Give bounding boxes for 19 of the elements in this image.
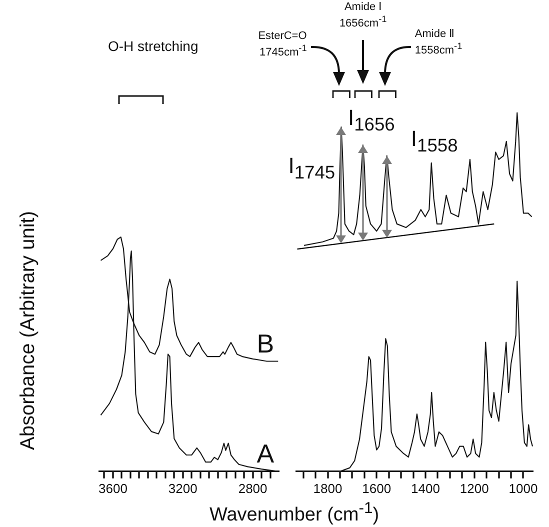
x-tick-label: 3600 bbox=[98, 480, 128, 496]
x-tick-label: 1000 bbox=[508, 480, 538, 496]
x-tick-label: 3200 bbox=[168, 480, 198, 496]
series-label: A bbox=[256, 438, 275, 469]
x-tick-label: 2800 bbox=[238, 480, 268, 496]
y-axis-title: Absorbance (Arbitrary unit) bbox=[16, 210, 40, 450]
annotation: I$_{1745}$ bbox=[288, 153, 336, 183]
text: EsterC=O 1745cm$^{-1}$ bbox=[258, 30, 307, 59]
annotation: I$_{1558}$ bbox=[410, 126, 458, 156]
x-tick-label: 1200 bbox=[460, 480, 489, 496]
annotation: I$_{1656}$ bbox=[348, 105, 395, 134]
series-label: B bbox=[256, 328, 274, 358]
x-tick-label: 1400 bbox=[411, 480, 440, 496]
text: O-H stretching bbox=[108, 38, 198, 54]
x-axis-title: Wavenumber (cm$^{-1}$) bbox=[210, 500, 380, 526]
text: Amide Ⅱ 1558cm$^{-1}$ bbox=[414, 28, 462, 57]
text: Amide Ⅰ 1656cm$^{-1}$ bbox=[339, 1, 387, 30]
x-tick-label: 1600 bbox=[362, 480, 392, 496]
x-tick-label: 1800 bbox=[313, 480, 342, 496]
